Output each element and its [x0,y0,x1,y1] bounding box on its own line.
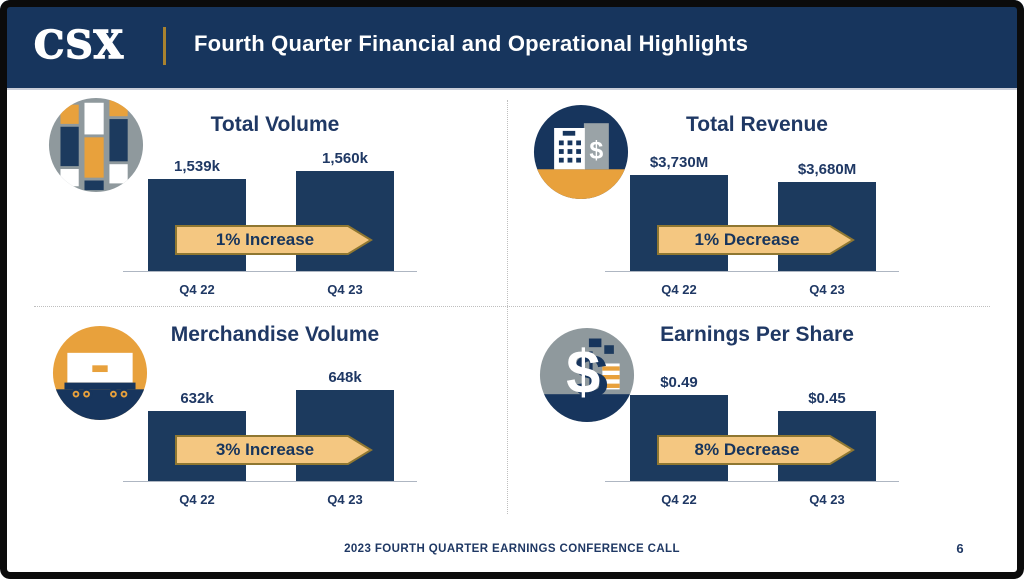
chart-baseline [123,481,417,482]
bar-q4-22: $3,730M [630,154,728,271]
bar-value-label: $3,730M [649,154,709,171]
change-arrow-banner: 3% Increase [175,435,373,465]
change-arrow-banner: 1% Decrease [657,225,855,255]
svg-text:$: $ [574,342,608,411]
change-arrow-banner: 1% Increase [175,225,373,255]
category-label: Q4 23 [809,282,845,297]
change-label: 1% Increase [215,230,315,249]
panel-total-revenue: $ Total Revenue $3,730M $3,680M Q4 22 [512,95,990,307]
buildings-dollar-icon: $ [533,104,629,200]
change-label: 8% Decrease [694,440,800,459]
bar-value-label: 1,560k [322,150,368,167]
bar-value-label: 632k [180,390,214,407]
bar-q4-23: 1,560k [296,150,394,271]
railcars-aerial-icon [48,97,144,193]
csx-logo: CSX [33,21,125,68]
chart-baseline [605,271,899,272]
change-arrow-banner: 8% Decrease [657,435,855,465]
bar-value-label: $0.49 [660,374,698,391]
chart-baseline [605,481,899,482]
chart-baseline [123,271,417,272]
bar [296,171,394,271]
chart-title: Merchandise Volume [170,323,380,346]
bar-value-label: $0.45 [808,390,846,407]
vertical-divider [507,100,508,514]
panel-earnings-per-share: $ $ Earnings Per Share $0.49 $0.45 Q4 22… [512,305,990,517]
svg-text:$: $ [566,338,600,407]
bar-value-label: $3,680M [797,161,857,178]
bar-value-label: 648k [328,369,362,386]
category-label: Q4 22 [661,282,697,297]
header-bar: CSX Fourth Quarter Financial and Operati… [0,0,1024,90]
bar-q4-23: $3,680M [778,161,876,271]
category-label: Q4 22 [179,282,215,297]
panel-merchandise-volume: Merchandise Volume 632k 648k Q4 22 Q4 23… [30,305,508,517]
page-number: 6 [956,541,964,556]
category-label: Q4 22 [661,492,697,507]
chart-title: Total Volume [210,113,340,136]
freight-railcar-icon [52,325,148,421]
chart-title: Earnings Per Share [660,323,854,346]
slide-title: Fourth Quarter Financial and Operational… [194,31,749,56]
change-label: 1% Decrease [694,230,800,249]
footer-conference-call-label: 2023 FOURTH QUARTER EARNINGS CONFERENCE … [344,543,680,555]
category-label: Q4 22 [179,492,215,507]
panel-total-volume: Total Volume 1,539k 1,560k Q4 22 Q4 23 1… [30,95,508,307]
category-label: Q4 23 [327,492,363,507]
category-label: Q4 23 [809,492,845,507]
bar-value-label: 1,539k [174,158,220,175]
svg-text:$: $ [589,137,603,165]
category-label: Q4 23 [327,282,363,297]
chart-title: Total Revenue [686,113,828,136]
horizontal-divider [34,306,990,307]
change-label: 3% Increase [215,440,315,459]
bar [630,175,728,271]
dollar-coins-icon: $ $ [539,327,635,423]
header-gold-divider [163,27,166,65]
